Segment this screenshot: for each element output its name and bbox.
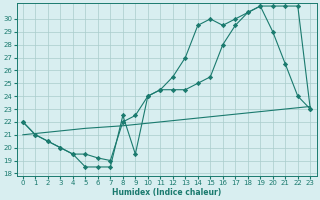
X-axis label: Humidex (Indice chaleur): Humidex (Indice chaleur) bbox=[112, 188, 221, 197]
